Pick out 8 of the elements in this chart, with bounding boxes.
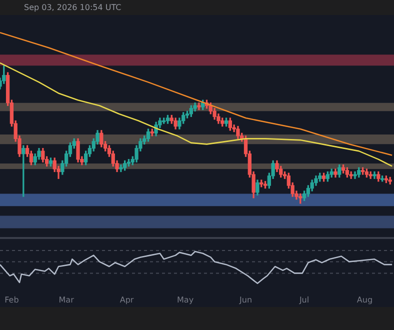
x-tick-label: Jul [298, 295, 310, 304]
x-tick-label: May [177, 295, 194, 304]
x-tick-label: Mar [58, 295, 75, 304]
x-tick-label: Apr [120, 295, 134, 304]
x-tick-label: Jun [238, 295, 252, 304]
x-tick-label: Aug [356, 295, 373, 304]
text: Sep 03, 2026 10:54 UTC [24, 3, 122, 12]
x-tick-label: Feb [4, 295, 19, 304]
